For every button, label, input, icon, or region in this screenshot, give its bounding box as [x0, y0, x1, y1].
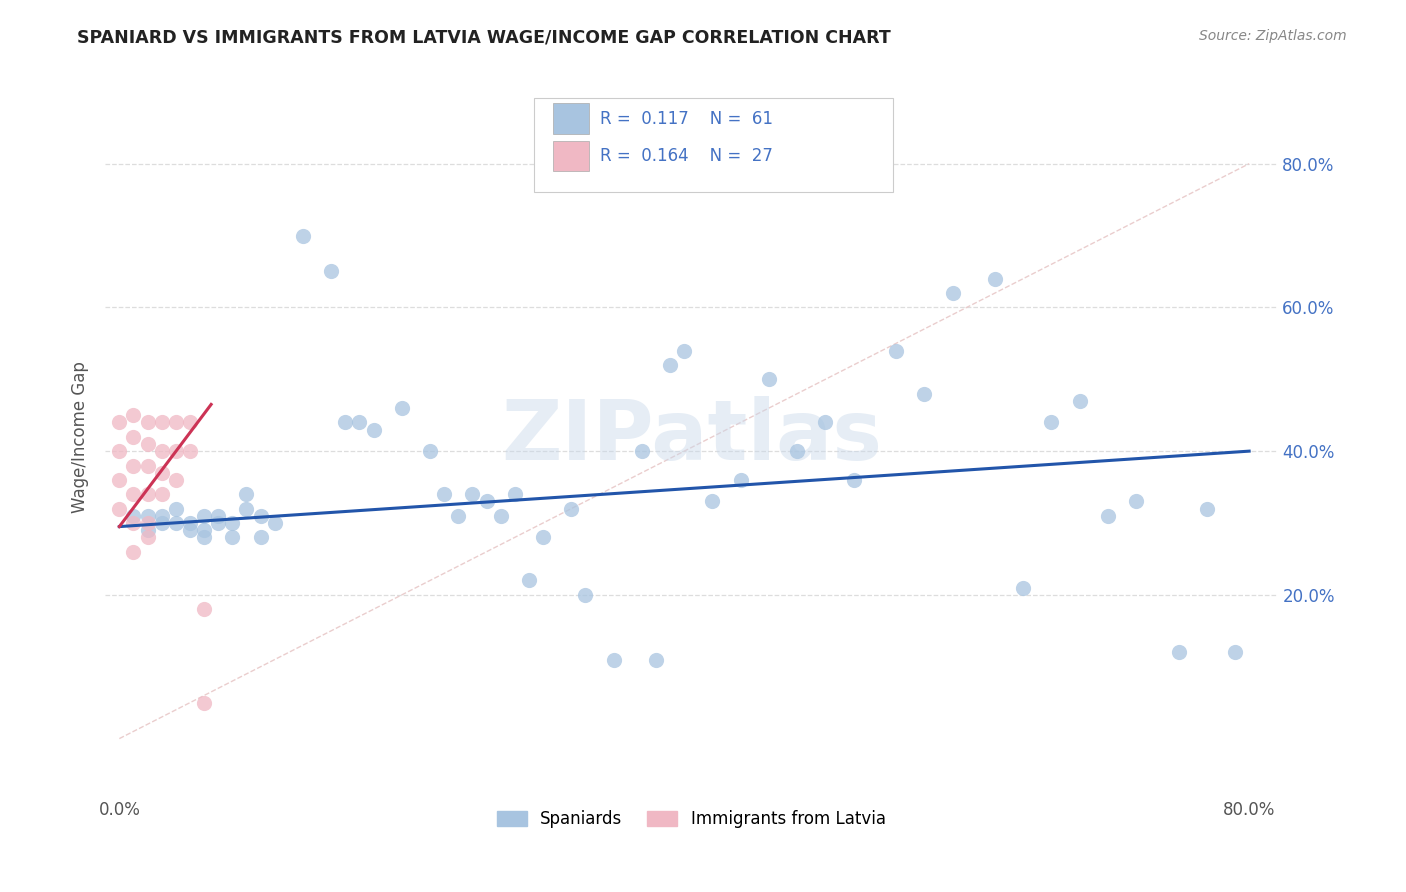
Point — [193, 602, 215, 616]
Point — [235, 501, 257, 516]
Point — [193, 508, 215, 523]
Point — [249, 530, 271, 544]
Point — [447, 508, 470, 523]
Text: Source: ZipAtlas.com: Source: ZipAtlas.com — [1199, 29, 1347, 43]
Point — [221, 516, 243, 530]
Point — [122, 430, 145, 444]
Point — [363, 423, 385, 437]
Point — [349, 416, 371, 430]
Point — [165, 501, 187, 516]
Point — [842, 473, 865, 487]
Text: R =  0.117    N =  61: R = 0.117 N = 61 — [600, 110, 773, 128]
Point — [574, 588, 596, 602]
Point — [179, 516, 201, 530]
Point — [136, 530, 159, 544]
Point — [912, 386, 935, 401]
Point — [108, 444, 131, 458]
Point — [136, 487, 159, 501]
Point — [108, 501, 131, 516]
Point — [122, 487, 145, 501]
Point — [221, 530, 243, 544]
Point — [136, 437, 159, 451]
Point — [150, 416, 173, 430]
Point — [150, 444, 173, 458]
Point — [1040, 416, 1063, 430]
Point — [1223, 645, 1246, 659]
Point — [165, 473, 187, 487]
Point — [984, 271, 1007, 285]
Point — [560, 501, 582, 516]
Point — [150, 508, 173, 523]
Point — [942, 286, 965, 301]
Point — [235, 487, 257, 501]
Point — [461, 487, 484, 501]
Point — [108, 473, 131, 487]
Point — [645, 652, 668, 666]
Point — [702, 494, 724, 508]
Point — [136, 508, 159, 523]
Point — [179, 416, 201, 430]
Point — [335, 416, 357, 430]
Point — [1125, 494, 1147, 508]
Point — [433, 487, 456, 501]
Point — [730, 473, 752, 487]
Point — [122, 408, 145, 422]
Point — [150, 516, 173, 530]
Point — [165, 444, 187, 458]
Point — [631, 444, 654, 458]
Point — [165, 516, 187, 530]
Point — [207, 508, 229, 523]
Point — [193, 523, 215, 537]
Y-axis label: Wage/Income Gap: Wage/Income Gap — [72, 361, 89, 513]
Point — [1069, 393, 1091, 408]
Point — [321, 264, 343, 278]
Point — [673, 343, 696, 358]
Point — [136, 458, 159, 473]
Point — [531, 530, 554, 544]
Point — [1167, 645, 1189, 659]
Text: ZIPatlas: ZIPatlas — [501, 396, 882, 477]
Point — [122, 508, 145, 523]
Point — [122, 545, 145, 559]
Point — [758, 372, 780, 386]
Text: SPANIARD VS IMMIGRANTS FROM LATVIA WAGE/INCOME GAP CORRELATION CHART: SPANIARD VS IMMIGRANTS FROM LATVIA WAGE/… — [77, 29, 891, 46]
Text: R =  0.164    N =  27: R = 0.164 N = 27 — [600, 147, 773, 165]
Point — [419, 444, 441, 458]
Point — [263, 516, 285, 530]
Point — [475, 494, 498, 508]
Point — [193, 696, 215, 710]
Point — [291, 228, 314, 243]
Point — [136, 416, 159, 430]
Point — [1195, 501, 1218, 516]
Point — [1012, 581, 1035, 595]
Point — [136, 516, 159, 530]
Point — [136, 523, 159, 537]
Point — [108, 416, 131, 430]
Point — [602, 652, 624, 666]
Point — [786, 444, 808, 458]
Point — [391, 401, 413, 415]
Point — [884, 343, 907, 358]
Point — [249, 508, 271, 523]
Point — [122, 516, 145, 530]
Point — [489, 508, 512, 523]
Legend: Spaniards, Immigrants from Latvia: Spaniards, Immigrants from Latvia — [491, 803, 893, 835]
Point — [517, 574, 540, 588]
Point — [150, 487, 173, 501]
Point — [503, 487, 526, 501]
Point — [193, 530, 215, 544]
Point — [659, 358, 682, 372]
Point — [165, 416, 187, 430]
Point — [179, 523, 201, 537]
Point — [150, 466, 173, 480]
Point — [179, 444, 201, 458]
Point — [207, 516, 229, 530]
Point — [814, 416, 837, 430]
Point — [1097, 508, 1119, 523]
Point — [122, 458, 145, 473]
